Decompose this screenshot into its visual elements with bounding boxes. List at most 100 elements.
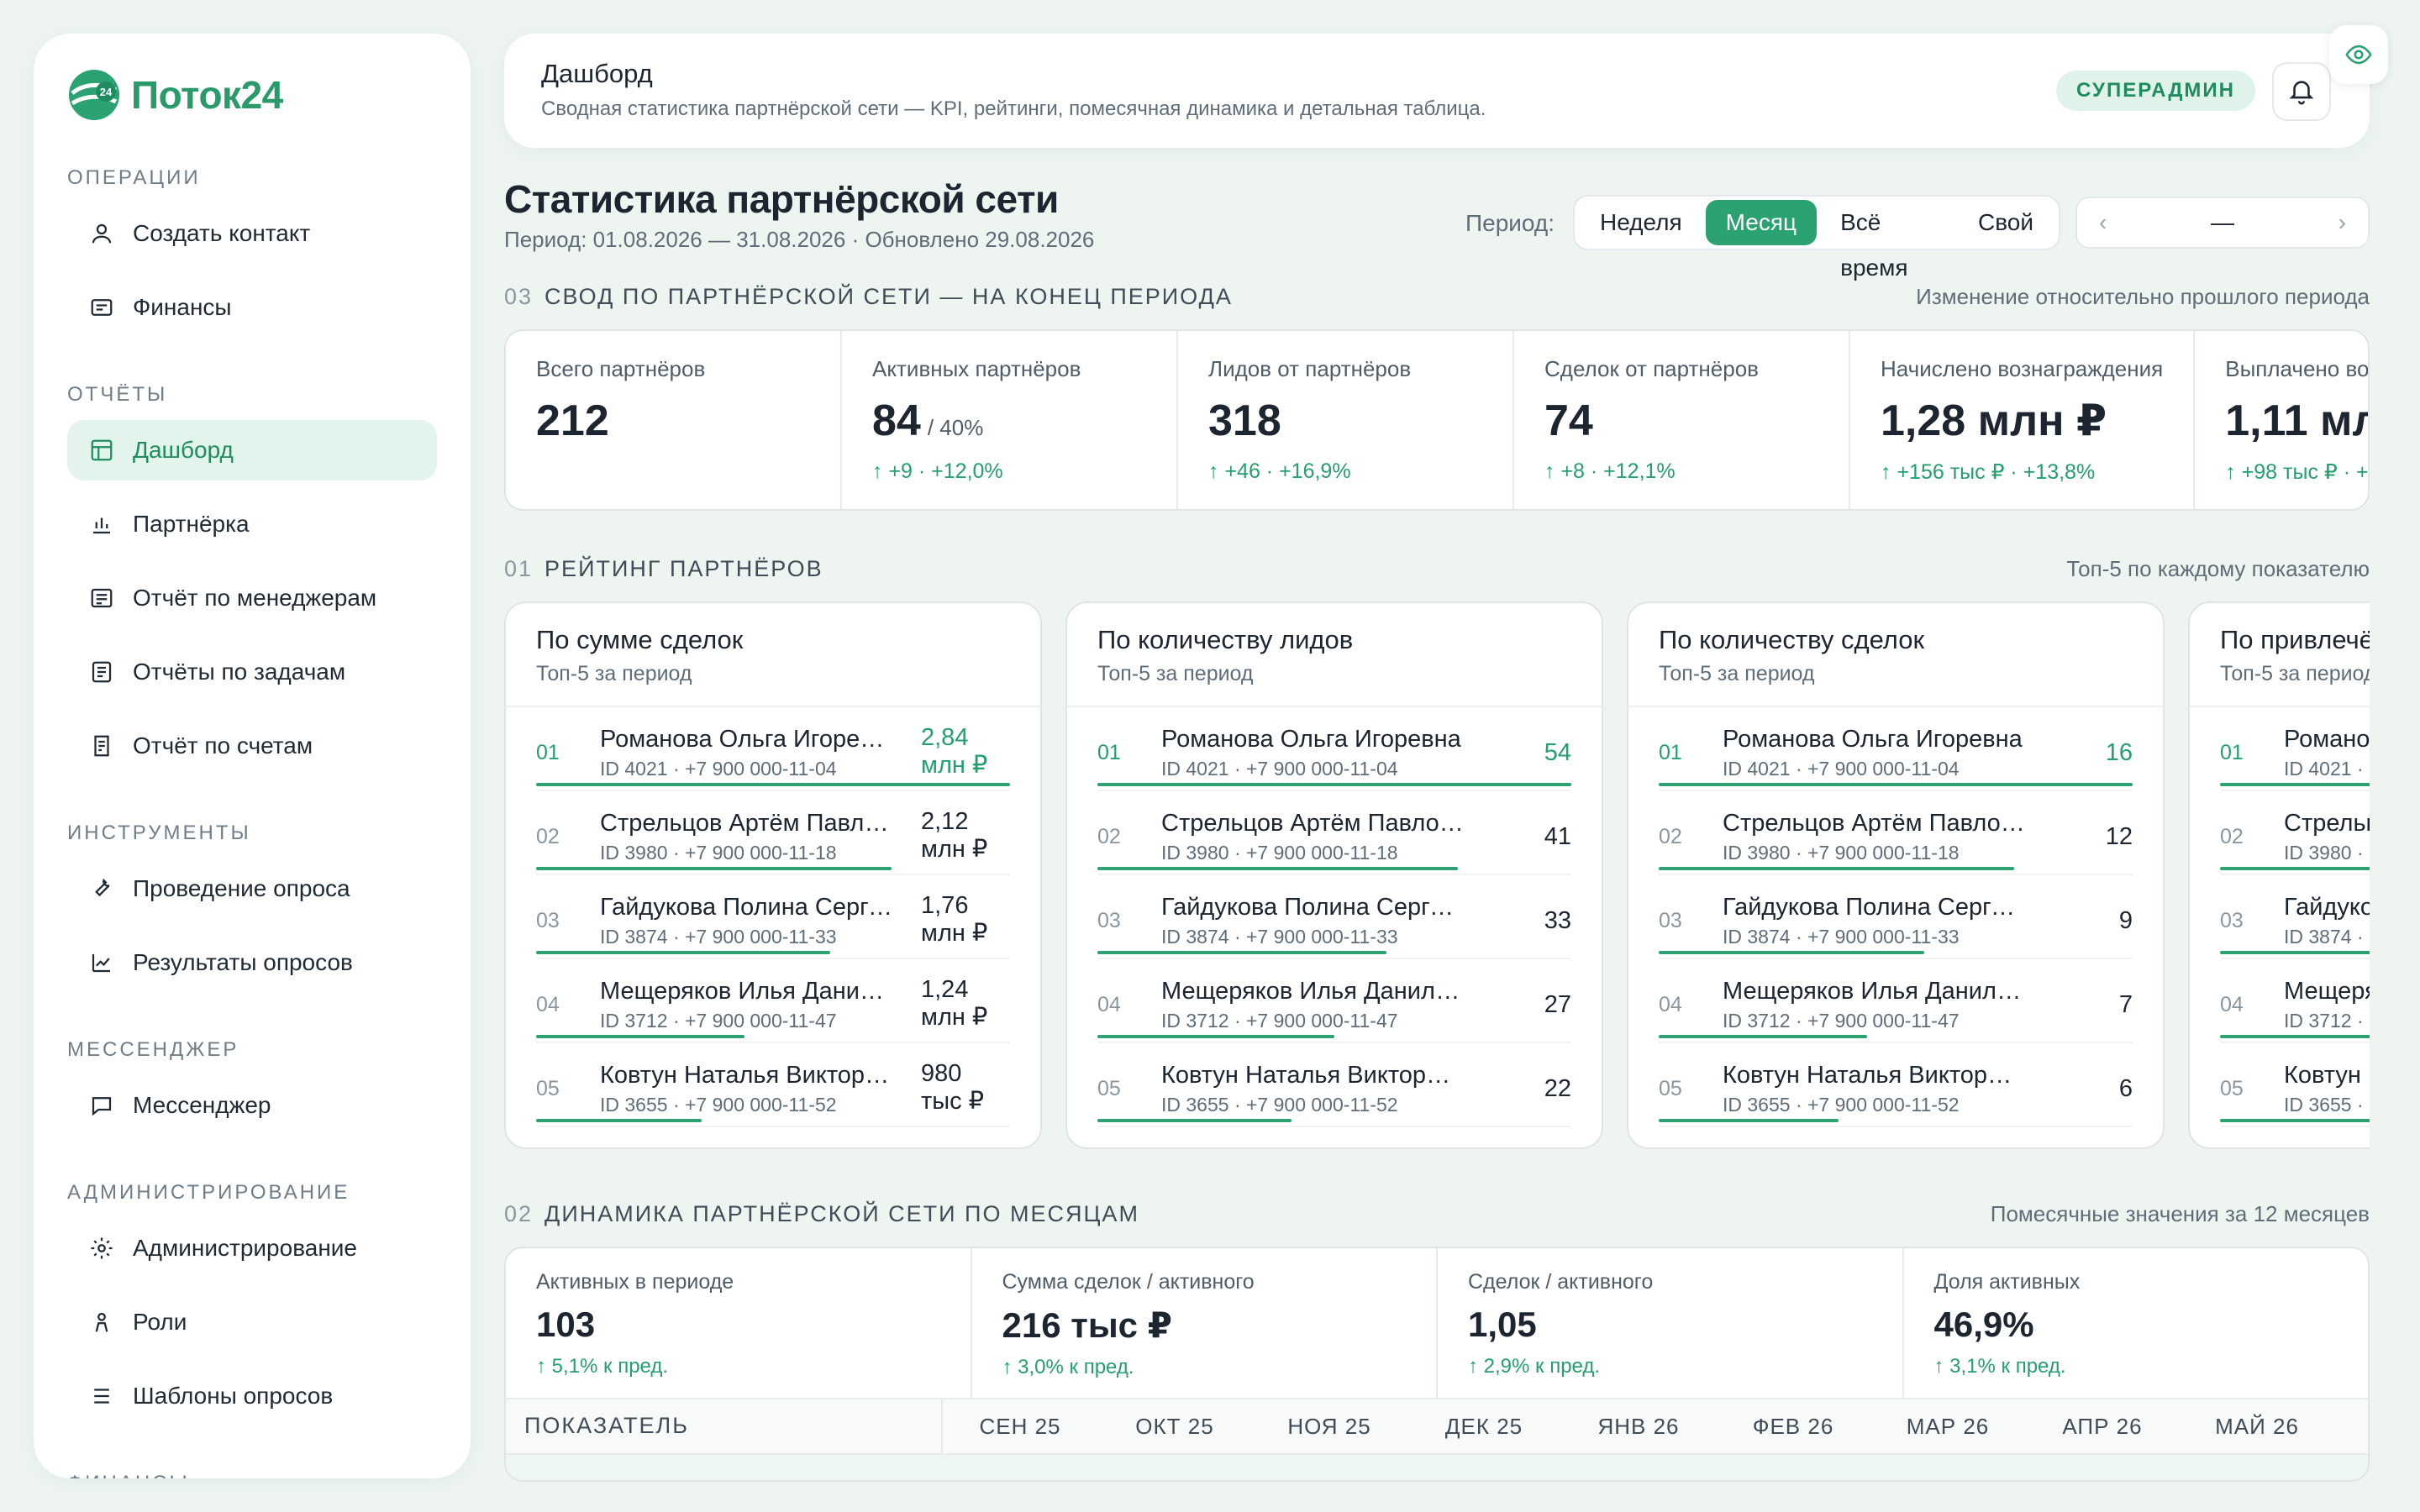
rating-bar — [1659, 783, 2133, 786]
rating-value: 980 тыс ₽ — [921, 1060, 1013, 1116]
sidebar-item[interactable]: Финансы — [67, 277, 437, 338]
rating-row[interactable]: 01 Романова Ольга Игоревна ID 4021 · +7 90… — [536, 707, 1010, 791]
rating-row[interactable]: 03 Гайдукова Полина Сергеевна ID 3874 · +7… — [1659, 875, 2133, 959]
table-header-month[interactable]: ДЕК 25 — [1444, 1413, 1523, 1439]
visibility-toggle[interactable] — [2329, 25, 2388, 84]
rating-row[interactable]: 04 Мещеряков Илья Данилович ID 3712 · +7 9… — [2220, 959, 2370, 1043]
rating-row[interactable]: 01 Романова Ольга Игоревна ID 4021 · +7 90… — [2220, 707, 2370, 791]
date-navigator: ‹ — › — [2075, 197, 2370, 249]
rating-card: По сумме сделок Топ-5 за период 01 Романова… — [504, 601, 1042, 1149]
table-header-month[interactable]: МАЙ 26 — [2215, 1413, 2299, 1439]
partner-id: ID 3874 · +7 900 000-11-33 — [1161, 926, 1398, 948]
rating-row[interactable]: 05 Ковтун Наталья Викторовна ID 3655 · +7 … — [2220, 1043, 2370, 1127]
rating-row[interactable]: 02 Стрельцов Артём Павлович ID 3980 · +7 9… — [1659, 791, 2133, 875]
sidebar-item[interactable]: Результаты опросов — [67, 932, 437, 993]
report-icon — [91, 588, 113, 608]
sidebar-item[interactable]: Отчёт по счетам — [67, 716, 437, 776]
table-header-month[interactable]: ФЕВ 26 — [1752, 1413, 1834, 1439]
rank-index: 01 — [2220, 741, 2244, 764]
sidebar-item[interactable]: Отчёт по менеджерам — [67, 568, 437, 628]
notifications-button[interactable] — [2272, 62, 2331, 121]
table-row[interactable] — [506, 1455, 2368, 1480]
sidebar-item[interactable]: Создать контакт — [67, 203, 437, 264]
sidebar-item-label: Мессенджер — [133, 1092, 271, 1118]
rank-index: 05 — [1097, 1077, 1121, 1100]
sidebar-item[interactable]: Проведение опроса — [67, 858, 437, 919]
rating-row[interactable]: 03 Гайдукова Полина Сергеевна ID 3874 · +7… — [2220, 875, 2370, 959]
rating-card-subtitle: Топ-5 за период — [536, 662, 692, 685]
rank-index: 04 — [1097, 993, 1121, 1016]
next-period-button[interactable]: › — [2338, 209, 2346, 235]
date-range-value[interactable]: — — [2211, 209, 2234, 235]
rating-row[interactable]: 01 Романова Ольга Игоревна ID 4021 · +7 90… — [1097, 707, 1571, 791]
bell-icon — [2289, 81, 2314, 105]
sidebar-item[interactable]: Мессенджер — [67, 1075, 437, 1136]
rank-index: 04 — [1659, 993, 1682, 1016]
rating-row[interactable]: 04 Мещеряков Илья Данилович ID 3712 · +7 9… — [1659, 959, 2133, 1043]
rating-bar — [1659, 867, 2014, 870]
rating-value-unit: млн ₽ — [921, 920, 988, 947]
rating-card: По количеству лидов Топ-5 за период 01 Рома… — [1065, 601, 1603, 1149]
top-bar: Дашборд Сводная статистика партнёрской с… — [504, 34, 2370, 148]
period-option[interactable]: Месяц — [1705, 200, 1818, 245]
partner-id: ID 3712 · +7 900 000-11-47 — [1723, 1010, 1960, 1032]
partner-name: Стрельцов Артём Павлович — [1161, 810, 1464, 837]
rating-value: 1,24 млн ₽ — [921, 976, 1013, 1032]
rating-bar — [2220, 783, 2370, 786]
kpi-label: Лидов от партнёров — [1208, 356, 1412, 381]
period-option[interactable]: Всё время — [1840, 209, 1908, 281]
logo[interactable]: 24 Поток24 — [67, 66, 437, 124]
period-option[interactable]: Неделя — [1600, 209, 1682, 235]
rating-row[interactable]: 02 Стрельцов Артём Павлович ID 3980 · +7 9… — [536, 791, 1010, 875]
rank-index: 03 — [536, 909, 560, 932]
sidebar-item[interactable]: Администрирование — [67, 1218, 437, 1278]
table-header-month[interactable]: ОКТ 25 — [1135, 1413, 1214, 1439]
sidebar-item[interactable]: Партнёрка — [67, 494, 437, 554]
sidebar-item[interactable]: Отчёты по задачам — [67, 642, 437, 702]
sidebar-item[interactable]: Шаблоны опросов — [67, 1366, 437, 1426]
kpi-card: Начислено вознаграждения 1,28 млн ₽ ↑ +156… — [1850, 331, 2196, 509]
kpi-value: 84/ 40% — [872, 396, 1146, 446]
partner-name: Ковтун Наталья Викторовна — [1723, 1062, 2025, 1089]
kpi-delta: ↑ +98 тыс ₽ · +9 — [2225, 460, 2370, 484]
table-header-metric[interactable]: ПОКАЗАТЕЛЬ — [506, 1399, 943, 1453]
rating-row[interactable]: 02 Стрельцов Артём Павлович ID 3980 · +7 9… — [2220, 791, 2370, 875]
rating-row[interactable]: 01 Романова Ольга Игоревна ID 4021 · +7 90… — [1659, 707, 2133, 791]
kpi-delta: ↑ +8 · +12,1% — [1544, 459, 1676, 483]
table-header-month[interactable]: ЯНВ 26 — [1597, 1413, 1680, 1439]
rating-value-number: 2,12 — [921, 808, 969, 835]
sidebar-item-label: Проведение опроса — [133, 875, 350, 901]
table-header-month[interactable]: МАР 26 — [1906, 1413, 1990, 1439]
dynamics-kpi-value: 1,05 — [1468, 1305, 1537, 1344]
partner-id: ID 4021 · +7 900 000-11-04 — [600, 758, 837, 780]
dynamics-kpi-label: Сумма сделок / активного — [1002, 1270, 1255, 1294]
rating-value-unit: млн ₽ — [921, 1004, 988, 1031]
rating-row[interactable]: 02 Стрельцов Артём Павлович ID 3980 · +7 9… — [1097, 791, 1571, 875]
rank-index: 03 — [1097, 909, 1121, 932]
table-header-month[interactable]: НОЯ 25 — [1287, 1413, 1371, 1439]
period-option[interactable]: Свой — [1978, 209, 2033, 235]
sidebar-item[interactable]: Роли — [67, 1292, 437, 1352]
rating-bar — [536, 867, 892, 870]
kpi-delta: ↑ +46 · +16,9% — [1208, 459, 1351, 483]
sidebar-item[interactable]: Дашборд — [67, 420, 437, 480]
rating-card: По привлечённым Топ-5 за период 01 Романова… — [2188, 601, 2370, 1149]
rating-row[interactable]: 03 Гайдукова Полина Сергеевна ID 3874 · +7… — [1097, 875, 1571, 959]
rating-row[interactable]: 03 Гайдукова Полина Сергеевна ID 3874 · +7… — [536, 875, 1010, 959]
rating-row[interactable]: 05 Ковтун Наталья Викторовна ID 3655 · +7 … — [536, 1043, 1010, 1127]
rating-bar — [1097, 867, 1458, 870]
rating-row[interactable]: 05 Ковтун Наталья Викторовна ID 3655 · +7 … — [1097, 1043, 1571, 1127]
prev-period-button[interactable]: ‹ — [2099, 209, 2107, 235]
rating-row[interactable]: 05 Ковтун Наталья Викторовна ID 3655 · +7 … — [1659, 1043, 2133, 1127]
dynamics-kpis: Активных в периоде 103 ↑ 5,1% к пред. Сумма… — [506, 1248, 2368, 1399]
dynamics-kpi-value: 216 тыс ₽ — [1002, 1305, 1172, 1345]
table-header-month[interactable]: СЕН 25 — [979, 1413, 1061, 1439]
table-header-month[interactable]: АПР 26 — [2062, 1413, 2143, 1439]
partner-id: ID 3980 · +7 900 000-11-18 — [2284, 842, 2370, 864]
rating-row[interactable]: 04 Мещеряков Илья Данилович ID 3712 · +7 9… — [1097, 959, 1571, 1043]
rating-row[interactable]: 04 Мещеряков Илья Данилович ID 3712 · +7 9… — [536, 959, 1010, 1043]
sidebar: 24 Поток24 ОПЕРАЦИИ Создать контакт Финанс… — [34, 34, 471, 1478]
invoice-icon — [94, 735, 109, 757]
rating-card-title: По сумме сделок — [536, 625, 744, 654]
rating-card-title: По количеству лидов — [1097, 625, 1354, 654]
